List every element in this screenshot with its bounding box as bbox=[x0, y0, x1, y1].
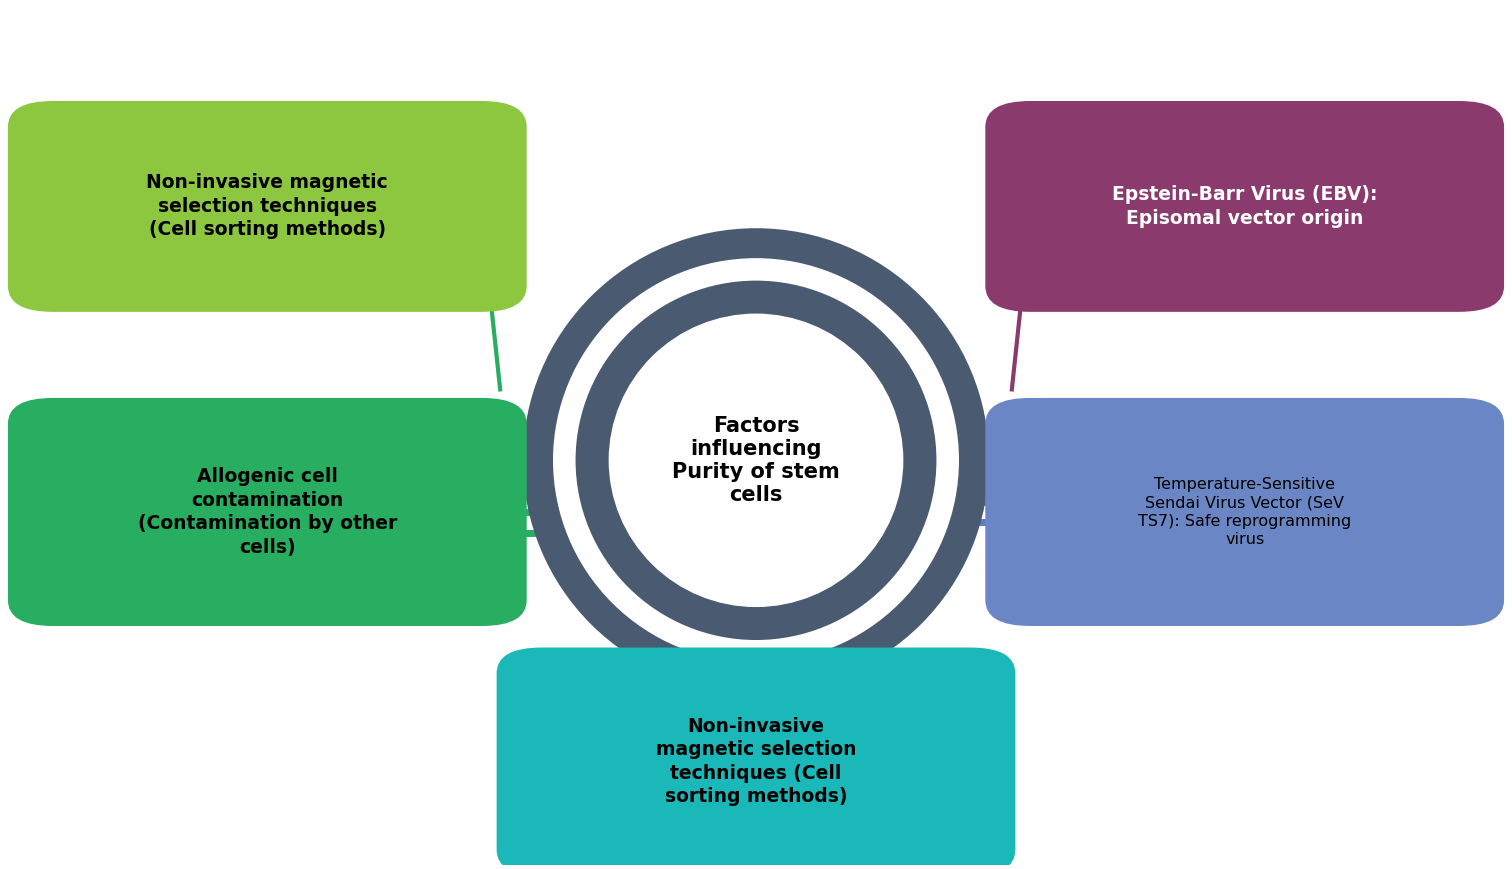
FancyBboxPatch shape bbox=[496, 647, 1016, 869]
Text: Temperature-Sensitive
Sendai Virus Vector (SeV
TS7): Safe reprogramming
virus: Temperature-Sensitive Sendai Virus Vecto… bbox=[1139, 476, 1352, 547]
FancyBboxPatch shape bbox=[986, 398, 1504, 626]
Ellipse shape bbox=[576, 281, 936, 640]
Text: Allogenic cell
contamination
(Contamination by other
cells): Allogenic cell contamination (Contaminat… bbox=[138, 468, 398, 557]
Text: Epstein-Barr Virus (EBV):
Episomal vector origin: Epstein-Barr Virus (EBV): Episomal vecto… bbox=[1111, 185, 1377, 228]
Ellipse shape bbox=[523, 229, 989, 693]
Ellipse shape bbox=[609, 314, 903, 607]
FancyBboxPatch shape bbox=[986, 101, 1504, 312]
Text: Non-invasive magnetic
selection techniques
(Cell sorting methods): Non-invasive magnetic selection techniqu… bbox=[147, 174, 389, 240]
Ellipse shape bbox=[553, 258, 959, 662]
FancyBboxPatch shape bbox=[8, 101, 526, 312]
Text: Factors
influencing
Purity of stem
cells: Factors influencing Purity of stem cells bbox=[673, 415, 839, 505]
FancyBboxPatch shape bbox=[8, 398, 526, 626]
Text: Non-invasive
magnetic selection
techniques (Cell
sorting methods): Non-invasive magnetic selection techniqu… bbox=[656, 717, 856, 806]
